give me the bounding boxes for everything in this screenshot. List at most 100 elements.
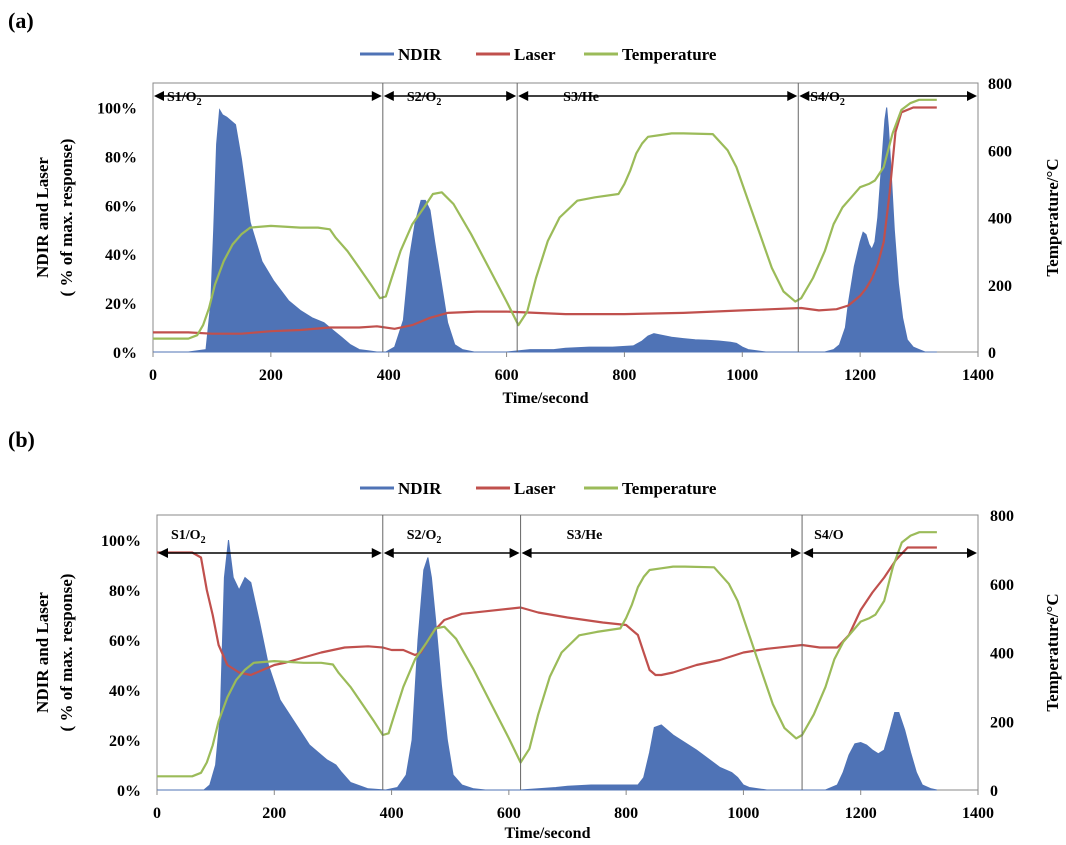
legend: NDIR Laser Temperature (360, 45, 717, 64)
series-area-ndir (157, 539, 938, 791)
segment-label-text: S4/O (814, 528, 844, 543)
panel-label: (b) (8, 427, 35, 452)
segment-label: S3/He (567, 528, 603, 543)
segment-arrow-head-right (791, 548, 802, 558)
y2-tick-label: 600 (990, 577, 1014, 594)
y2-axis-title: Temperature/°C (1043, 593, 1062, 711)
legend-label-temperature: Temperature (622, 45, 717, 64)
x-tick-label: 1200 (845, 805, 877, 822)
segment-label-subscript: 2 (436, 535, 441, 546)
x-tick-label: 1000 (727, 805, 759, 822)
x-tick-label: 800 (612, 367, 636, 384)
y-tick-label: 40% (105, 247, 137, 264)
segment-arrow-head-right (967, 91, 977, 101)
segment-arrow-head-right (371, 548, 382, 558)
y2-axis-title: Temperature/°C (1043, 158, 1062, 276)
segment-arrow-head-left (799, 91, 810, 101)
series-line-laser (153, 106, 937, 335)
segment-arrow-head-left (158, 548, 168, 558)
segment-label: S2/O2 (407, 528, 442, 546)
y2-tick-label: 200 (990, 714, 1014, 731)
segment-label-text: S2/O (407, 528, 437, 543)
x-tick-label: 1400 (962, 805, 994, 822)
y-tick-label: 80% (109, 583, 141, 600)
y2-tick-label: 200 (988, 278, 1012, 295)
x-tick-label: 600 (497, 805, 521, 822)
y-axis-title: NDIR and Laser (33, 592, 52, 713)
legend-label-temperature: Temperature (622, 479, 717, 498)
segment-label-text: S3/He (567, 528, 603, 543)
segment-label-text: S1/O (167, 90, 197, 105)
y2-tick-label: 800 (990, 508, 1014, 525)
segment-label: S4/O (814, 528, 844, 543)
y2-tick-label: 800 (988, 76, 1012, 93)
segment-arrow-head-right (509, 548, 520, 558)
series-line-temperature (157, 531, 937, 778)
y2-tick-label: 400 (988, 211, 1012, 228)
segment-arrow-head-left (521, 548, 532, 558)
legend-label-laser: Laser (514, 45, 556, 64)
segment-arrow-head-left (383, 548, 394, 558)
legend: NDIR Laser Temperature (360, 479, 717, 498)
segment-arrow-head-left (518, 91, 529, 101)
legend-label-ndir: NDIR (398, 45, 442, 64)
x-tick-label: 200 (262, 805, 286, 822)
x-tick-label: 1400 (962, 367, 994, 384)
y-tick-label: 0% (117, 783, 141, 800)
y-tick-label: 0% (113, 345, 137, 362)
y-tick-label: 20% (105, 296, 137, 313)
y-tick-label: 100% (97, 100, 137, 117)
segment-label-text: S3/He (563, 90, 599, 105)
segment-label-subscript: 2 (197, 97, 202, 108)
x-axis-title: Time/second (505, 825, 591, 842)
segment-arrow-head-right (787, 91, 798, 101)
segment-label-text: S2/O (407, 90, 437, 105)
y-axis-subtitle: ( % of max. response) (57, 574, 76, 732)
segment-label-subscript: 2 (840, 97, 845, 108)
panel-label: (a) (8, 8, 34, 33)
segment-label-text: S1/O (171, 528, 201, 543)
series-line-temperature (153, 98, 937, 340)
legend-label-ndir: NDIR (398, 479, 442, 498)
y2-tick-label: 400 (990, 646, 1014, 663)
segment-label: S1/O2 (167, 90, 202, 108)
series-area-ndir (153, 107, 937, 353)
x-tick-label: 800 (614, 805, 638, 822)
y-tick-label: 60% (105, 198, 137, 215)
segment-arrow-head-right (967, 548, 977, 558)
x-tick-label: 200 (259, 367, 283, 384)
y-tick-label: 80% (105, 149, 137, 166)
legend-label-laser: Laser (514, 479, 556, 498)
y2-tick-label: 600 (988, 143, 1012, 160)
segment-label: S3/He (563, 90, 599, 105)
y-tick-label: 60% (109, 633, 141, 650)
x-tick-label: 400 (380, 805, 404, 822)
x-tick-label: 400 (377, 367, 401, 384)
x-axis-title: Time/second (503, 390, 589, 407)
y2-tick-label: 0 (990, 783, 998, 800)
segment-arrow-head-left (803, 548, 814, 558)
segment-label-subscript: 2 (436, 97, 441, 108)
x-tick-label: 1200 (844, 367, 876, 384)
y2-tick-label: 0 (988, 345, 996, 362)
segment-arrow-head-left (154, 91, 164, 101)
x-tick-label: 600 (495, 367, 519, 384)
segment-arrow-head-right (371, 91, 382, 101)
y-tick-label: 20% (109, 733, 141, 750)
y-axis-title: NDIR and Laser (33, 157, 52, 278)
x-tick-label: 0 (153, 805, 161, 822)
series-line-laser (157, 546, 937, 677)
x-tick-label: 0 (149, 367, 157, 384)
segment-label: S4/O2 (810, 90, 845, 108)
y-tick-label: 100% (101, 533, 141, 550)
y-axis-subtitle: ( % of max. response) (57, 139, 76, 297)
y-tick-label: 40% (109, 683, 141, 700)
segment-label: S2/O2 (407, 90, 442, 108)
segment-arrow-head-left (383, 91, 394, 101)
x-tick-label: 1000 (726, 367, 758, 384)
segment-label-text: S4/O (810, 90, 840, 105)
segment-label-subscript: 2 (201, 535, 206, 546)
